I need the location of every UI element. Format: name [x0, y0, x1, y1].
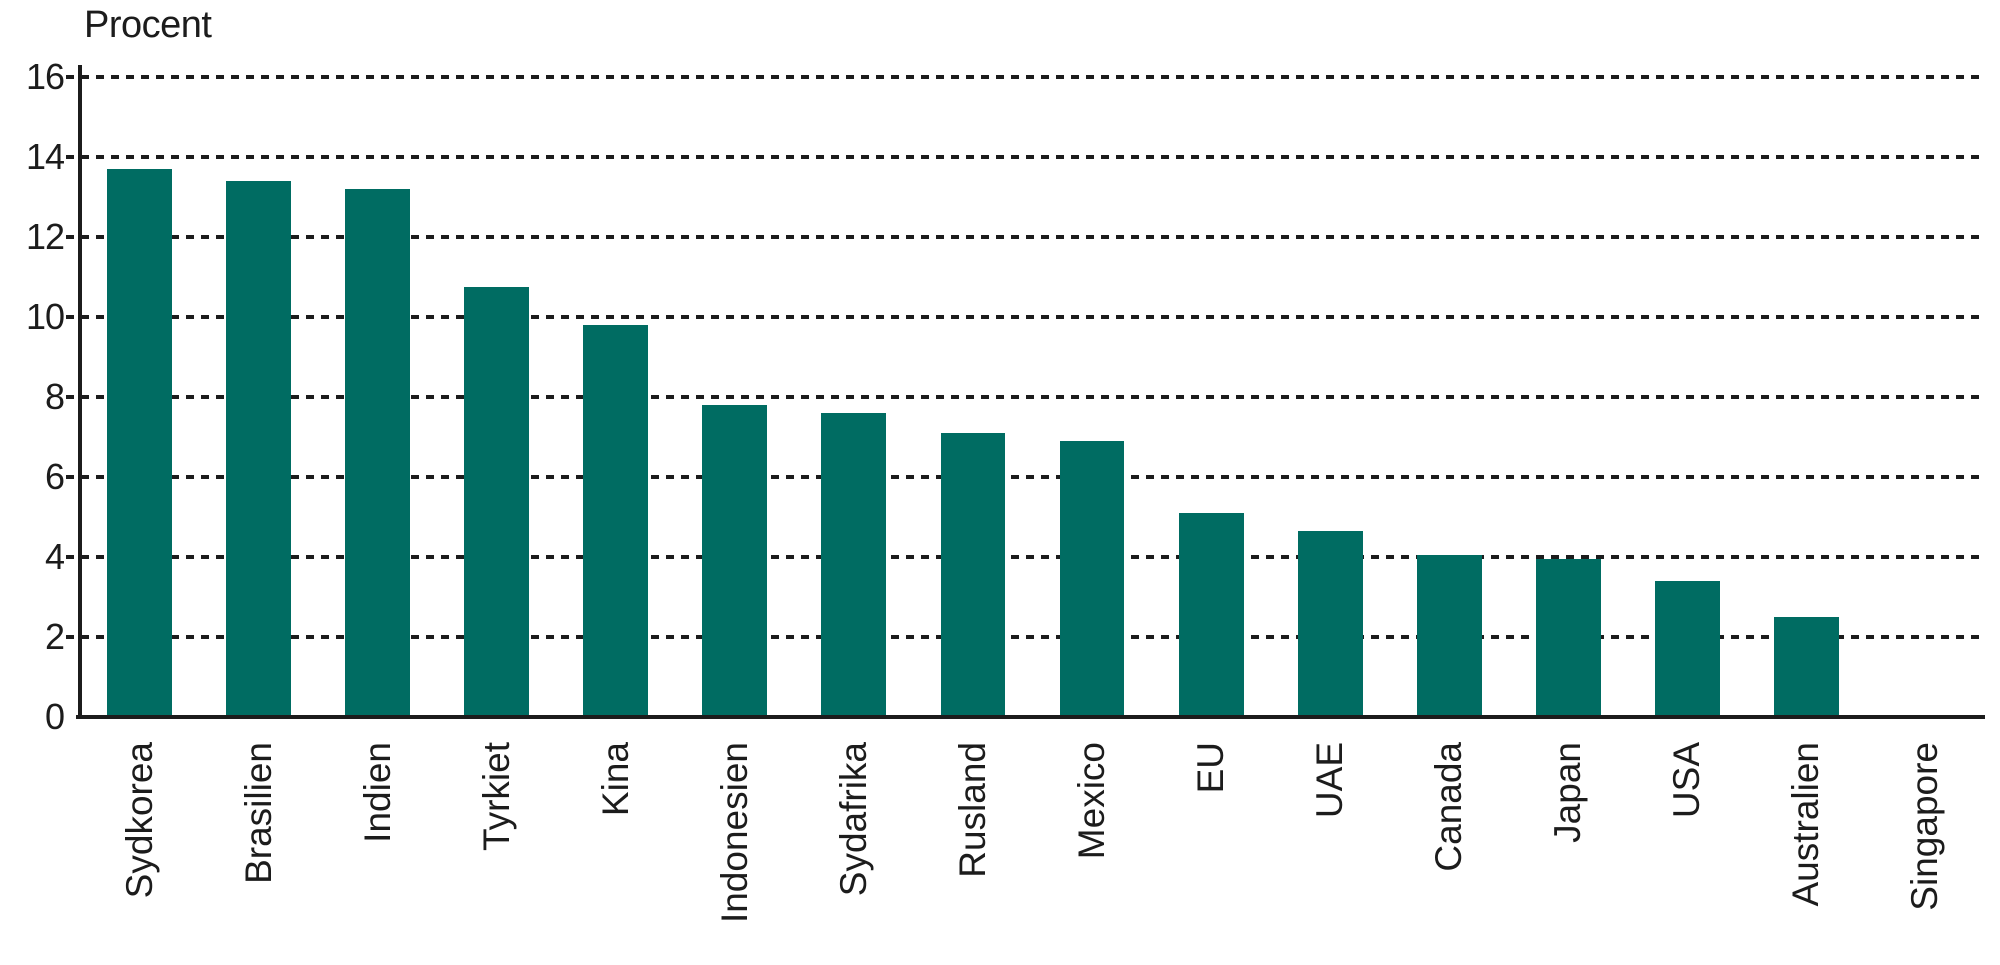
gridline-8: [66, 395, 1985, 399]
y-tick-label-16: 16: [25, 56, 65, 97]
x-label-indien: Indien: [356, 742, 398, 843]
x-label-slot-mexico: Mexico: [1033, 742, 1152, 859]
x-axis-labels: Sydkorea Brasilien Indien Tyrkiet Kina Indone…: [80, 742, 1985, 923]
x-label-slot-japan: Japan: [1509, 742, 1628, 843]
gridline-2: [66, 635, 1985, 639]
bar-kina: [583, 325, 649, 717]
x-label-indonesien: Indonesien: [713, 742, 755, 924]
x-label-eu: EU: [1190, 742, 1232, 794]
bar-tyrkiet: [464, 287, 530, 717]
x-label-slot-eu: EU: [1152, 742, 1271, 793]
bar-slot-sydafrika: [794, 77, 913, 717]
x-label-slot-brasilien: Brasilien: [199, 742, 318, 884]
y-tick-label-10: 10: [25, 296, 65, 337]
bar-mexico: [1059, 441, 1125, 717]
bar-slot-japan: [1509, 77, 1628, 717]
bar-slot-mexico: [1033, 77, 1152, 717]
x-label-australien: Australien: [1785, 742, 1827, 907]
x-label-slot-sydkorea: Sydkorea: [80, 742, 199, 898]
x-label-kina: Kina: [594, 742, 636, 817]
bar-slot-kina: [556, 77, 675, 717]
bar-slot-singapore: [1866, 77, 1985, 717]
bar-slot-australien: [1747, 77, 1866, 717]
x-label-tyrkiet: Tyrkiet: [475, 742, 517, 851]
bar-slot-eu: [1152, 77, 1271, 717]
x-label-slot-tyrkiet: Tyrkiet: [437, 742, 556, 851]
bar-rusland: [940, 433, 1006, 717]
bar-sydafrika: [821, 413, 887, 717]
x-label-slot-kina: Kina: [556, 742, 675, 816]
gridline-4: [66, 555, 1985, 559]
x-label-canada: Canada: [1428, 742, 1470, 872]
bar-slot-tyrkiet: [437, 77, 556, 717]
x-label-singapore: Singapore: [1904, 742, 1946, 911]
x-label-slot-australien: Australien: [1747, 742, 1866, 907]
y-axis-line: [78, 65, 82, 717]
y-axis-title: Procent: [84, 4, 212, 46]
y-tick-label-0: 0: [44, 696, 65, 737]
x-label-slot-singapore: Singapore: [1866, 742, 1985, 911]
bar-slot-canada: [1390, 77, 1509, 717]
bar-slot-usa: [1628, 77, 1747, 717]
y-tick-label-4: 4: [44, 536, 65, 577]
x-label-sydafrika: Sydafrika: [832, 742, 874, 897]
x-label-slot-uae: UAE: [1271, 742, 1390, 818]
x-label-usa: USA: [1666, 742, 1708, 819]
x-label-uae: UAE: [1309, 742, 1351, 819]
x-label-slot-usa: USA: [1628, 742, 1747, 818]
x-label-brasilien: Brasilien: [237, 742, 279, 884]
bar-slot-brasilien: [199, 77, 318, 717]
x-label-slot-rusland: Rusland: [913, 742, 1032, 878]
x-label-sydkorea: Sydkorea: [118, 742, 160, 899]
y-tick-label-2: 2: [44, 616, 65, 657]
bar-slot-indonesien: [675, 77, 794, 717]
bar-slot-rusland: [913, 77, 1032, 717]
bar-usa: [1654, 581, 1720, 717]
gridline-10: [66, 315, 1985, 319]
x-label-mexico: Mexico: [1071, 742, 1113, 860]
bar-slot-indien: [318, 77, 437, 717]
bar-sydkorea: [107, 169, 172, 717]
y-tick-label-6: 6: [44, 456, 65, 497]
y-tick-label-8: 8: [44, 376, 65, 417]
x-axis-line: [76, 715, 1985, 719]
gridline-14: [66, 155, 1985, 159]
bar-indien: [345, 189, 411, 717]
bar-japan: [1535, 559, 1601, 717]
x-label-rusland: Rusland: [951, 742, 993, 878]
x-label-slot-indien: Indien: [318, 742, 437, 843]
gridline-12: [66, 235, 1985, 239]
gridline-6: [66, 475, 1985, 479]
bar-slot-sydkorea: [80, 77, 199, 717]
bar-eu: [1178, 513, 1244, 717]
x-label-japan: Japan: [1547, 742, 1589, 843]
x-label-slot-sydafrika: Sydafrika: [794, 742, 913, 896]
y-tick-label-12: 12: [25, 216, 65, 257]
bar-uae: [1297, 531, 1363, 717]
bar-indonesien: [702, 405, 768, 717]
y-tick-label-14: 14: [25, 136, 65, 177]
plot-area: Sydkorea Brasilien Indien Tyrkiet Kina Indone…: [66, 65, 1985, 923]
x-label-slot-canada: Canada: [1390, 742, 1509, 872]
bar-brasilien: [226, 181, 292, 717]
x-label-slot-indonesien: Indonesien: [675, 742, 794, 923]
bars-container: [80, 77, 1985, 717]
bar-australien: [1773, 617, 1839, 717]
bar-slot-uae: [1271, 77, 1390, 717]
gridline-16: [66, 75, 1985, 79]
bar-canada: [1416, 555, 1482, 717]
